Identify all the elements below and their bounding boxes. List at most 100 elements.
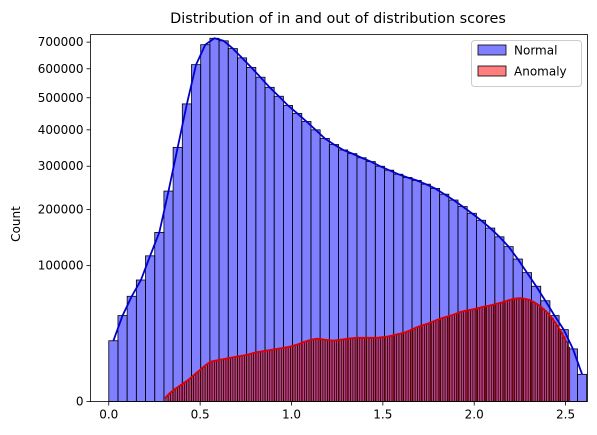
bar-anomaly (257, 351, 261, 402)
bar-anomaly (313, 338, 317, 402)
bar-anomaly (433, 320, 437, 402)
legend-label-normal: Normal (514, 44, 557, 58)
bar-anomaly (193, 374, 197, 402)
bar-anomaly (428, 322, 432, 402)
bar-anomaly (317, 338, 321, 402)
bar-anomaly (269, 349, 273, 402)
bar-anomaly (458, 311, 462, 402)
bar-anomaly (410, 329, 414, 402)
bar-anomaly (546, 312, 550, 402)
bar-normal (145, 255, 156, 402)
bar-anomaly (502, 301, 506, 402)
bar-anomaly (456, 312, 460, 402)
bar-anomaly (209, 361, 213, 402)
bar-anomaly (244, 354, 247, 402)
bar-anomaly (280, 347, 284, 402)
bar-normal (117, 315, 128, 402)
bar-anomaly (331, 340, 335, 402)
bar-anomaly (377, 337, 381, 402)
bar-anomaly (324, 339, 328, 402)
bar-anomaly (357, 337, 361, 402)
bar-anomaly (495, 303, 499, 402)
bar-anomaly (398, 333, 402, 402)
bar-anomaly (421, 324, 425, 402)
x-tick-label: 1.0 (282, 408, 301, 422)
y-axis: 0 100000 200000 300000 400000 500000 600000 700… (38, 35, 91, 409)
bar-normal (191, 64, 202, 402)
bar-anomaly (463, 310, 467, 402)
bar-normal (135, 279, 146, 402)
bar-anomaly (414, 327, 418, 402)
bar-anomaly (370, 337, 374, 402)
bar-anomaly (500, 302, 504, 402)
bar-anomaly (283, 347, 287, 402)
bar-anomaly (172, 390, 176, 402)
bar-anomaly (403, 332, 407, 402)
bar-anomaly (250, 352, 254, 402)
bar-anomaly (534, 303, 538, 402)
bar-anomaly (387, 336, 391, 402)
bar-anomaly (451, 314, 455, 402)
bar-anomaly (216, 359, 220, 402)
bar-anomaly (310, 339, 314, 402)
bar-anomaly (347, 338, 351, 402)
bar-anomaly (290, 345, 294, 402)
bar-anomaly (437, 318, 441, 402)
bar-anomaly (170, 391, 174, 402)
kde-line-normal (112, 37, 583, 375)
bar-anomaly (384, 336, 388, 402)
legend: Normal Anomaly (471, 40, 582, 87)
bar-anomaly (197, 370, 201, 402)
bar-normal (246, 66, 257, 402)
bar-anomaly (299, 342, 303, 402)
bar-anomaly (230, 357, 234, 402)
bar-anomaly (497, 302, 501, 402)
bar-anomaly (426, 323, 430, 402)
bar-normal (181, 103, 192, 402)
bar-anomaly (181, 383, 185, 402)
kde-line-anomaly (164, 297, 568, 400)
bar-anomaly (467, 309, 471, 402)
bar-anomaly (525, 299, 529, 402)
bar-anomaly (380, 337, 384, 402)
bar-anomaly (340, 339, 344, 402)
y-tick-label: 600000 (38, 62, 84, 76)
bar-anomaly (548, 315, 552, 402)
legend-swatch-anomaly (477, 65, 507, 77)
bar-anomaly (186, 380, 190, 402)
bar-anomaly (368, 337, 372, 402)
bar-anomaly (417, 326, 421, 402)
chart-title: Distribution of in and out of distributi… (170, 11, 506, 27)
bar-anomaly (218, 359, 222, 402)
bar-anomaly (527, 299, 531, 402)
bar-anomaly (477, 307, 481, 402)
bar-anomaly (394, 334, 397, 402)
bar-anomaly (361, 337, 365, 402)
bar-anomaly (424, 324, 427, 402)
bar-anomaly (518, 297, 522, 402)
bar-anomaly (435, 319, 439, 402)
bar-anomaly (190, 376, 194, 402)
bar-anomaly (248, 353, 252, 402)
bar-anomaly (465, 310, 469, 402)
bar-anomaly (511, 298, 515, 402)
bar-anomaly (440, 317, 444, 402)
y-tick-label: 100000 (38, 259, 84, 273)
bar-anomaly (400, 332, 404, 402)
bar-anomaly (486, 305, 490, 402)
bar-anomaly (470, 309, 474, 402)
bar-anomaly (407, 330, 411, 402)
bar-normal (163, 190, 174, 402)
bar-anomaly (174, 388, 178, 402)
bar-anomaly (225, 358, 229, 402)
bar-anomaly (530, 300, 534, 402)
bar-anomaly (345, 338, 349, 402)
bar-anomaly (389, 335, 393, 402)
bar-anomaly (359, 337, 363, 402)
bar-anomaly (564, 341, 568, 402)
bar-anomaly (544, 310, 547, 402)
bar-anomaly (364, 337, 367, 402)
bar-anomaly (301, 341, 305, 402)
bar-anomaly (444, 316, 448, 402)
bar-anomaly (239, 355, 243, 402)
